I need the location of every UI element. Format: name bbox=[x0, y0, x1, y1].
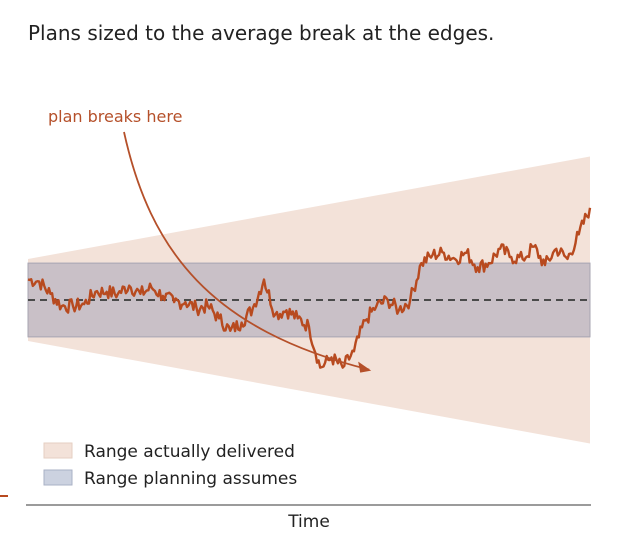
annotation-label: plan breaks here bbox=[48, 107, 182, 126]
legend-label-delivered: Range actually delivered bbox=[84, 442, 295, 462]
legend-swatch-delivered bbox=[43, 442, 73, 459]
legend: Range actually delivered Range planning … bbox=[43, 442, 297, 489]
chart-title: Plans sized to the average break at the … bbox=[28, 21, 494, 45]
legend-swatch-planning bbox=[43, 469, 73, 486]
x-axis-label: Time bbox=[287, 512, 330, 532]
series-line bbox=[27, 207, 592, 369]
annotation-arrowhead bbox=[358, 361, 372, 373]
annotation-arrow bbox=[123, 131, 370, 371]
legend-label-planning: Range planning assumes bbox=[84, 469, 297, 489]
